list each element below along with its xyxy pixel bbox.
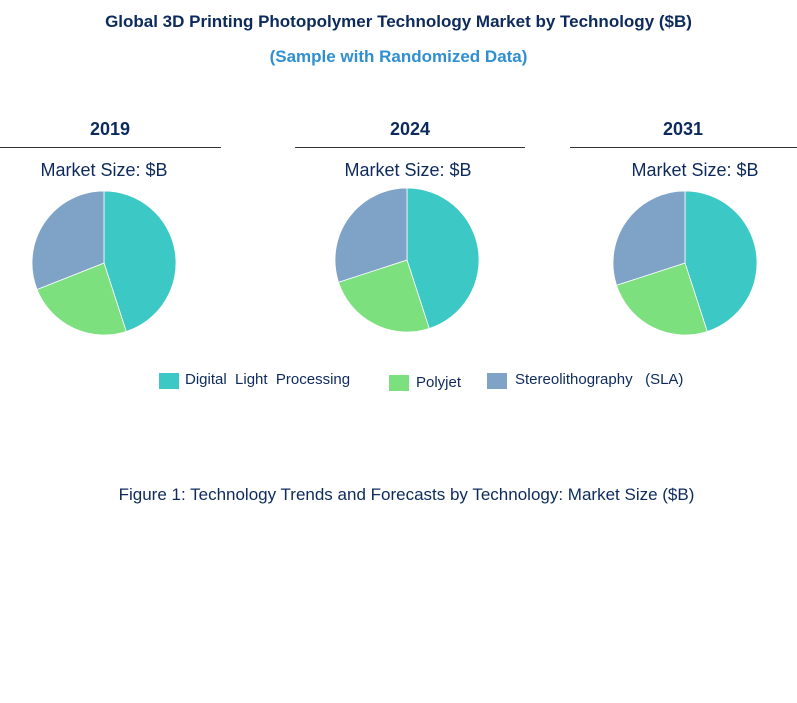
- pie-slice-2031-digital-light-processing: [684, 190, 758, 332]
- pie-slice-2024-digital-light-processing: [406, 187, 480, 329]
- legend-label-sla: Stereolithography (SLA): [515, 371, 684, 388]
- chart-subtitle: (Sample with Randomized Data): [269, 47, 528, 66]
- divider-rule: [0, 147, 221, 148]
- figure-caption: Figure 1: Technology Trends and Forecast…: [118, 485, 695, 504]
- pie-slice-2031-polyjet: [616, 262, 708, 336]
- pie-chart-2031: [612, 190, 758, 336]
- pie-subtitle-2024: Market Size: $B: [344, 160, 472, 180]
- pie-subtitle-2031: Market Size: $B: [631, 160, 759, 180]
- pie-chart-2024: [334, 187, 480, 333]
- pie-slice-2019-digital-light-processing: [103, 190, 177, 332]
- pie-subtitle-2019: Market Size: $B: [40, 160, 168, 180]
- divider-rule: [295, 147, 525, 148]
- pie-title-2031: 2031: [662, 119, 704, 139]
- chart-title: Global 3D Printing Photopolymer Technolo…: [105, 12, 692, 31]
- legend-label-dlp: Digital Light Processing: [185, 371, 351, 388]
- pie-title-2019: 2019: [89, 119, 131, 139]
- pie-slice-2024-stereolithography-sla: [334, 187, 408, 283]
- pie-chart-2019: [31, 190, 177, 336]
- pie-title-2024: 2024: [389, 119, 431, 139]
- legend-swatch-polyjet: [389, 375, 409, 391]
- pie-slice-2019-stereolithography-sla: [31, 190, 105, 291]
- legend-label-polyjet: Polyjet: [416, 374, 462, 391]
- legend-swatch-dlp: [159, 373, 179, 389]
- divider-rule: [570, 147, 797, 148]
- legend-swatch-sla: [487, 373, 507, 389]
- pie-slice-2031-stereolithography-sla: [612, 190, 686, 286]
- pie-slice-2024-polyjet: [338, 259, 430, 333]
